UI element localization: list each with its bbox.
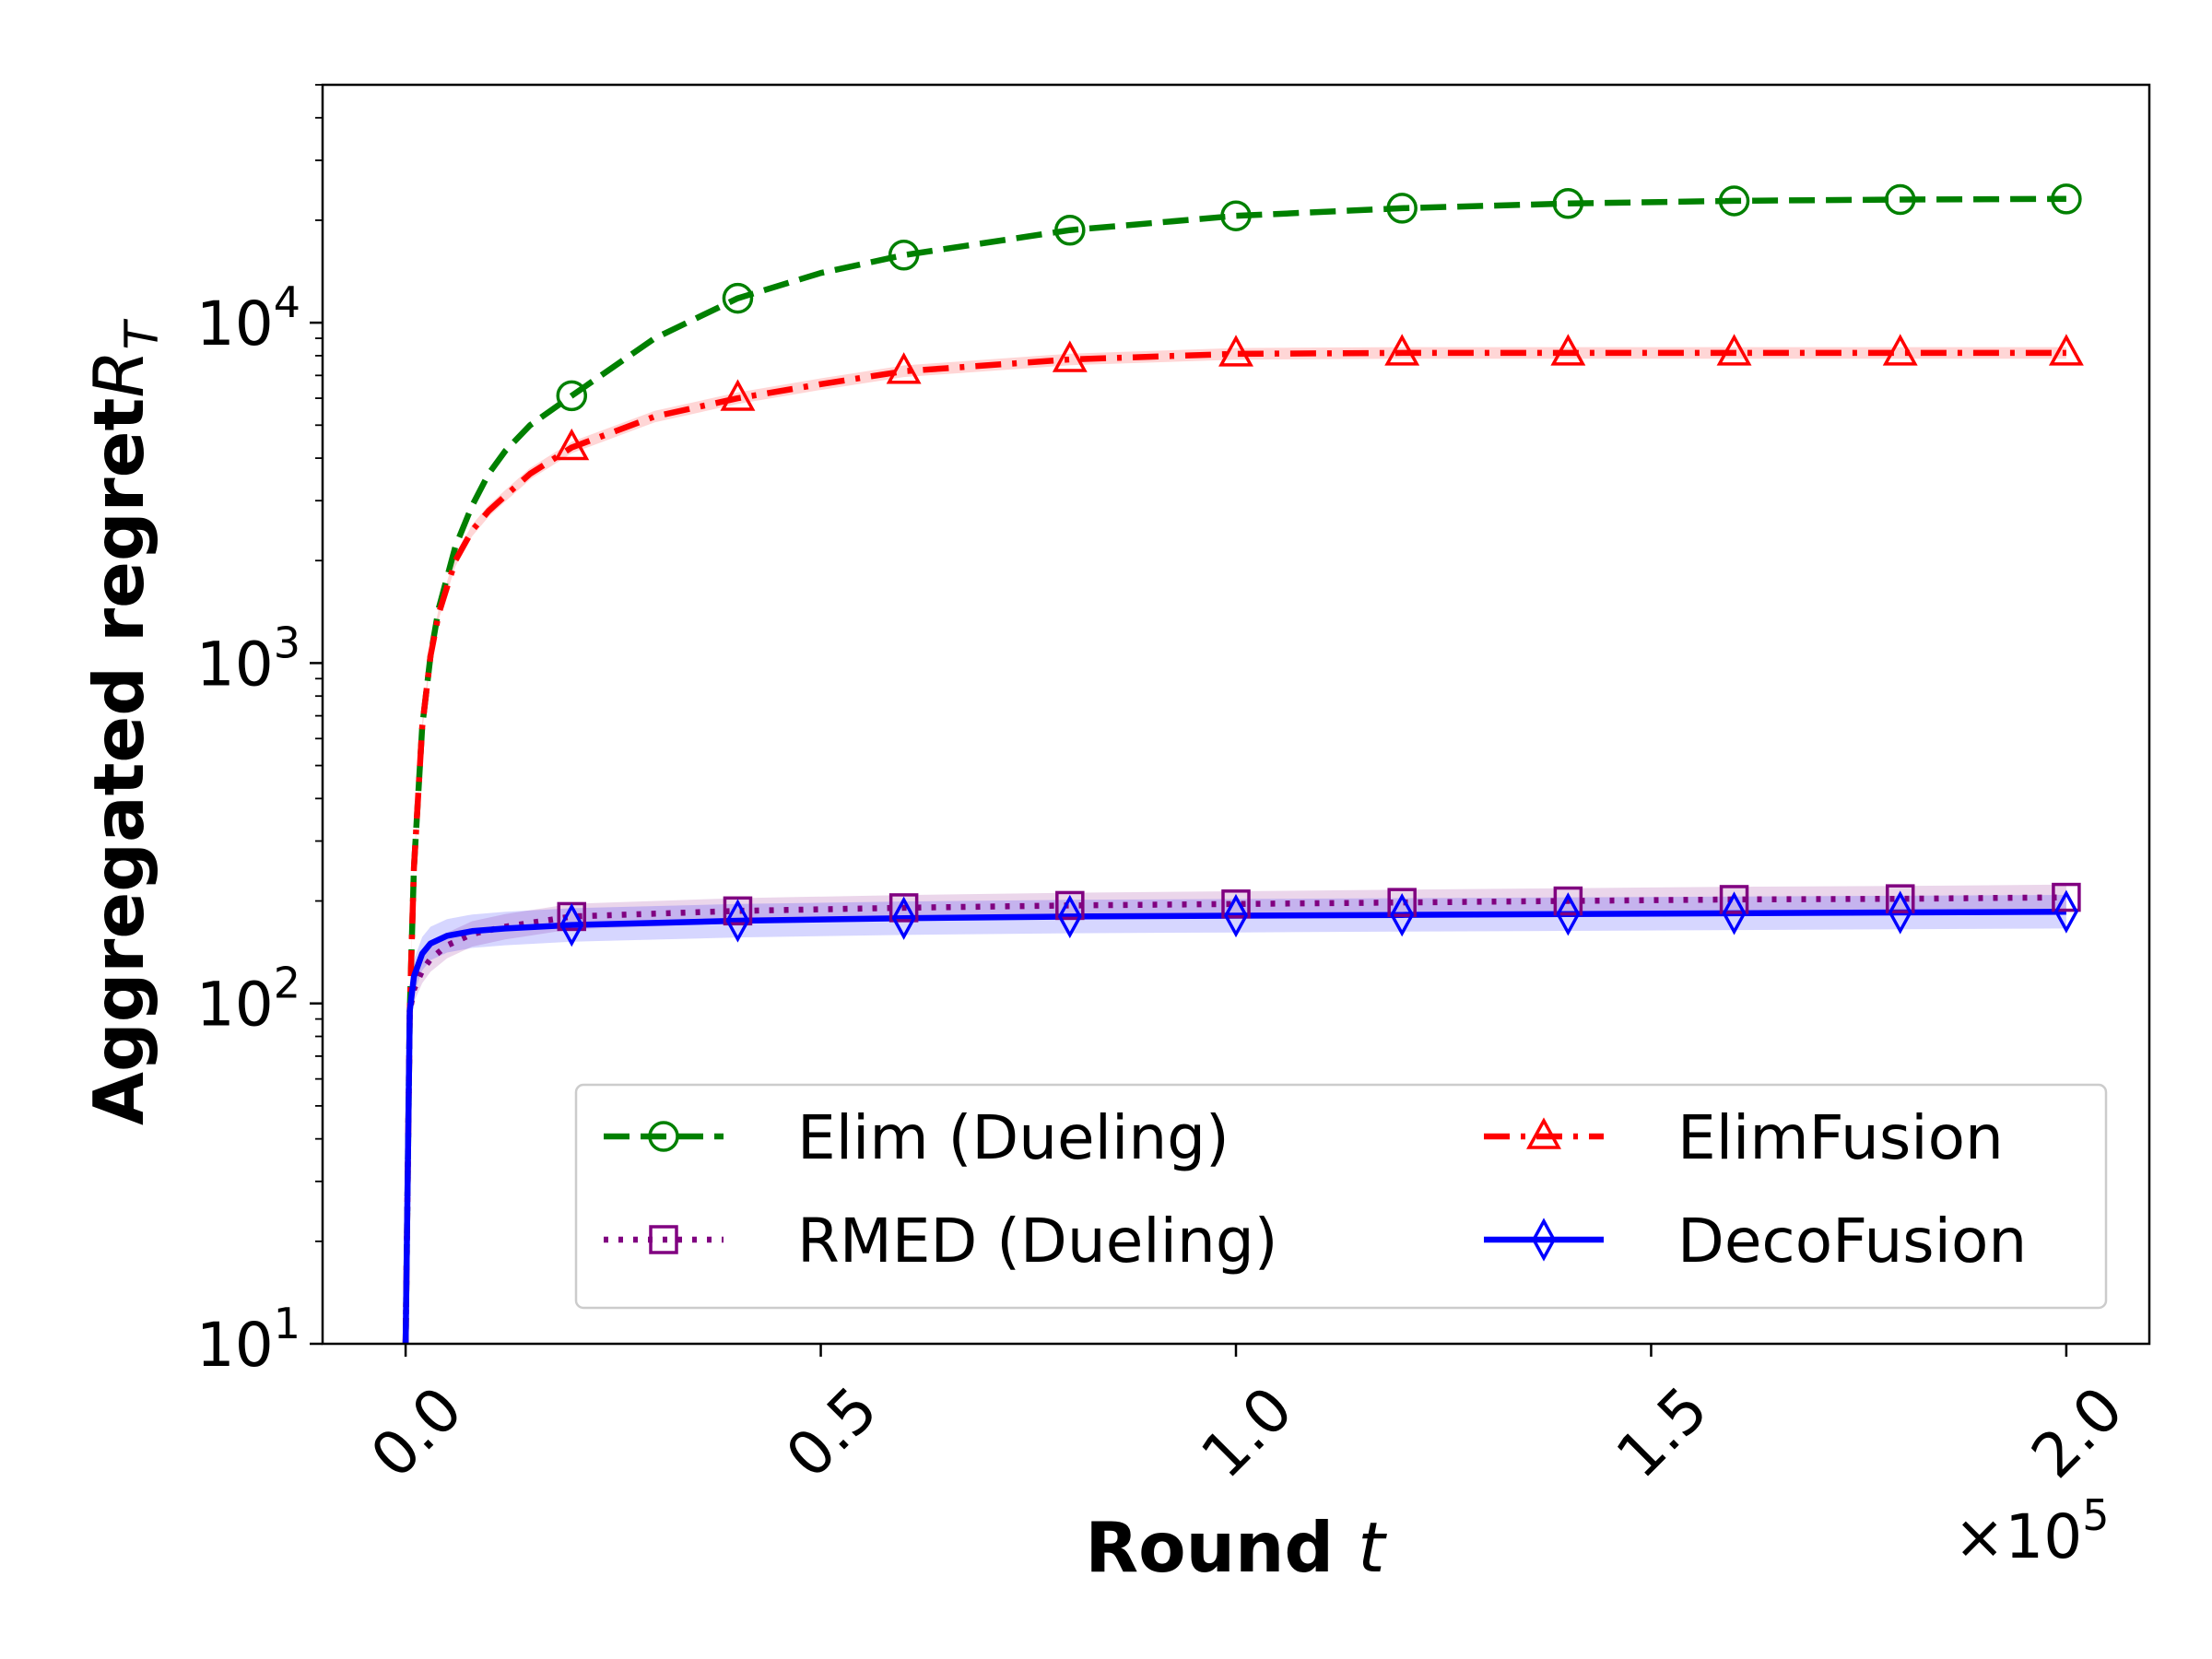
y-tick-label-exponent: 3 (274, 618, 300, 667)
marker-decofusion (1722, 891, 1747, 935)
y-tick-label-base: 10 (196, 970, 274, 1041)
marker-decofusion (725, 899, 750, 943)
marker-decofusion (1057, 894, 1082, 939)
marker-elim-dueling (1552, 188, 1584, 219)
marker-decofusion (559, 902, 584, 947)
legend-marker-rmed-dueling (649, 1225, 678, 1254)
marker-decofusion (891, 896, 916, 940)
legend-label-elim-dueling: Elim (Dueling) (797, 1102, 1230, 1173)
marker-rmed-dueling (2052, 882, 2081, 912)
x-tick-label: 2.0 (2018, 1373, 2137, 1492)
marker-rmed-dueling (1719, 885, 1749, 914)
y-axis-title-subscript: T (115, 319, 169, 350)
x-tick-label: 1.5 (1603, 1373, 1722, 1492)
marker-elim-dueling (722, 282, 754, 314)
legend-label-elimfusion: ElimFusion (1677, 1102, 2004, 1173)
x-axis-multiplier: ×105 (1954, 1490, 2110, 1572)
y-tick-label-exponent: 2 (274, 959, 300, 1008)
marker-elimfusion (720, 379, 756, 411)
marker-rmed-dueling (1553, 886, 1583, 916)
legend: Elim (Dueling) ElimFusion RMED (Dueling) De… (574, 1083, 2108, 1310)
marker-elim-dueling (556, 380, 588, 412)
line-decofusion (402, 908, 2066, 1345)
marker-rmed-dueling (1221, 889, 1251, 919)
marker-decofusion (1888, 890, 1912, 935)
x-axis-multiplier-exponent: 5 (2082, 1490, 2109, 1540)
marker-rmed-dueling (1055, 890, 1085, 921)
marker-decofusion (2053, 889, 2078, 934)
y-tick-label-exponent: 1 (274, 1299, 300, 1348)
marker-elim-dueling (1220, 200, 1252, 231)
x-axis: 0.0 0.5 1.0 1.5 2.0 (358, 1344, 2136, 1492)
legend-label-decofusion: DecoFusion (1677, 1206, 2027, 1277)
x-axis-title: Round t (1085, 1507, 1387, 1588)
series-lines (402, 195, 2066, 1345)
marker-elim-dueling (888, 240, 920, 271)
marker-elimfusion (1550, 334, 1586, 366)
legend-marker-elimfusion (1526, 1117, 1561, 1149)
series-markers (554, 183, 2084, 947)
y-tick-label: 103 (196, 618, 300, 700)
y-axis-title: Aggregated regretRT (78, 319, 169, 1125)
marker-elimfusion (886, 352, 922, 384)
marker-elimfusion (1218, 335, 1253, 367)
line-elim-dueling (402, 195, 2066, 1345)
marker-elim-dueling (1386, 193, 1418, 224)
marker-decofusion (1224, 893, 1248, 938)
x-axis-title-text: Round (1085, 1507, 1358, 1588)
marker-elimfusion (1716, 334, 1752, 366)
y-axis-title-text: Aggregated regret (78, 398, 159, 1125)
marker-elim-dueling (2051, 183, 2082, 215)
line-rmed-dueling (402, 894, 2066, 1345)
y-tick-label-exponent: 4 (274, 277, 300, 327)
marker-elim-dueling (1054, 214, 1086, 246)
legend-box (574, 1083, 2108, 1310)
marker-elimfusion (2048, 334, 2084, 366)
marker-rmed-dueling (888, 893, 919, 923)
y-tick-label-base: 10 (196, 629, 274, 700)
marker-elim-dueling (1718, 185, 1750, 217)
y-tick-label: 102 (196, 959, 300, 1041)
marker-rmed-dueling (1885, 884, 1915, 913)
x-axis-multiplier-base: ×10 (1954, 1501, 2082, 1572)
y-tick-label: 101 (196, 1299, 300, 1381)
legend-marker-elim-dueling (648, 1121, 679, 1152)
y-tick-label: 104 (196, 277, 300, 359)
marker-decofusion (1390, 893, 1415, 937)
marker-elimfusion (1052, 340, 1088, 372)
legend-marker-decofusion (1532, 1218, 1556, 1262)
marker-elimfusion (1882, 334, 1918, 366)
y-tick-label-base: 10 (196, 1310, 274, 1381)
marker-decofusion (1556, 892, 1581, 936)
line-elimfusion (402, 349, 2066, 1345)
marker-elimfusion (1384, 334, 1420, 366)
x-tick-label: 1.0 (1188, 1373, 1307, 1492)
x-tick-label: 0.5 (772, 1373, 891, 1492)
marker-rmed-dueling (723, 896, 753, 926)
marker-elim-dueling (1884, 183, 1916, 216)
x-tick-label: 0.0 (358, 1373, 477, 1492)
y-tick-label-base: 10 (196, 288, 274, 359)
y-axis-title-variable: R (78, 350, 159, 398)
legend-label-rmed-dueling: RMED (Dueling) (797, 1206, 1277, 1277)
marker-elimfusion (554, 428, 590, 461)
x-axis-title-variable: t (1358, 1507, 1387, 1588)
marker-rmed-dueling (1387, 888, 1417, 917)
band-decofusion (409, 895, 2066, 1029)
